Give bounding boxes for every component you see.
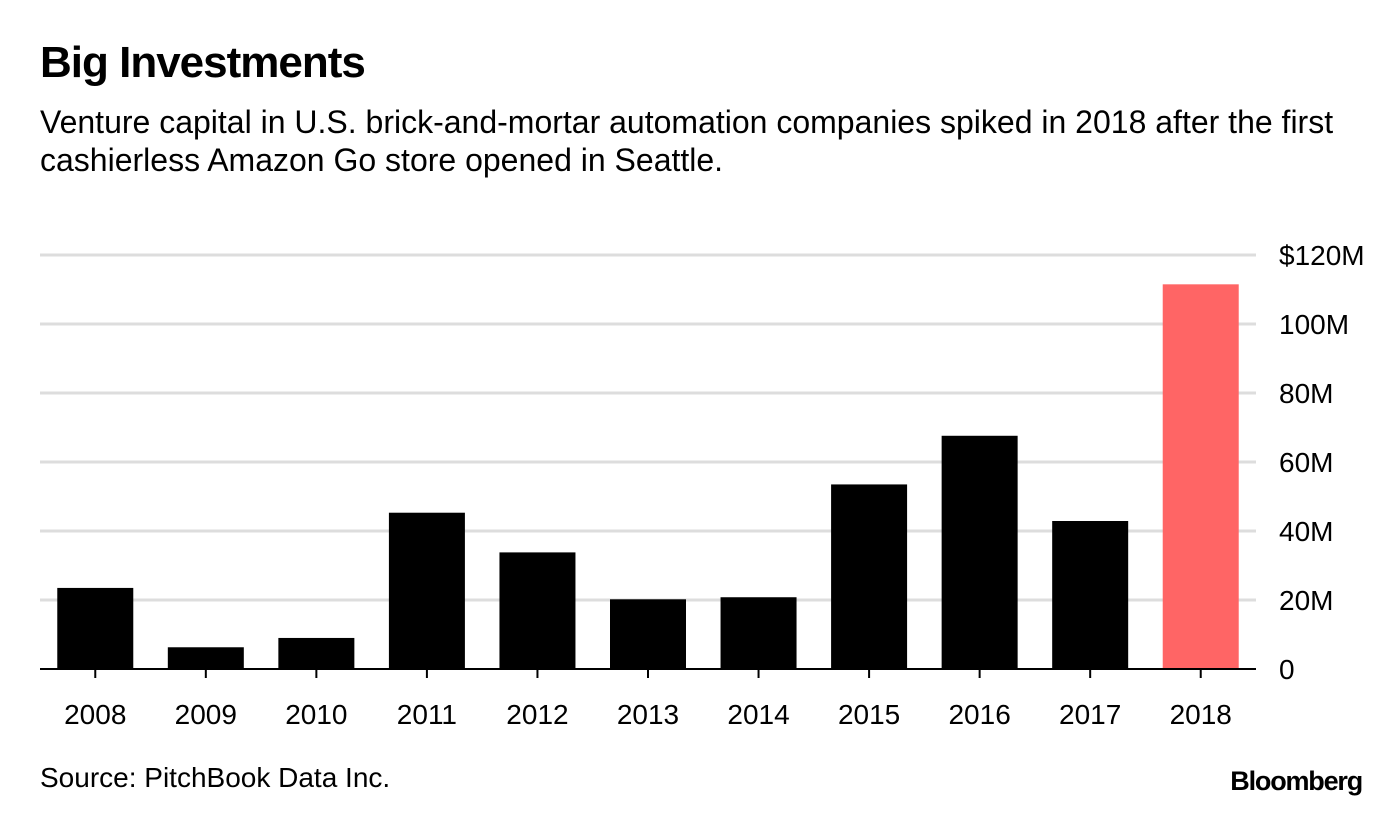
x-tick-label: 2018	[1170, 699, 1232, 730]
x-tick-label: 2013	[617, 699, 679, 730]
x-tick-label: 2010	[285, 699, 347, 730]
bloomberg-logo: Bloomberg	[1230, 766, 1363, 796]
y-tick-label: 40M	[1279, 516, 1333, 547]
bar-2011	[388, 512, 465, 669]
bar-2015	[831, 484, 908, 669]
x-tick-label: 2012	[506, 699, 568, 730]
x-tick-label: 2008	[64, 699, 126, 730]
x-tick-label: 2017	[1059, 699, 1121, 730]
axes: 0 20M 40M 60M 80M 100M $120M 2008 2009 2010 2011 20…	[40, 240, 1365, 730]
y-tick-label: 0	[1279, 654, 1295, 685]
bar-2017	[1052, 520, 1129, 669]
x-tick-label: 2015	[838, 699, 900, 730]
bar-2016	[941, 435, 1018, 669]
x-tick-label: 2011	[397, 699, 457, 730]
x-tick-label: 2016	[948, 699, 1010, 730]
bar-2009	[167, 647, 244, 669]
bar-2010	[278, 637, 355, 669]
bar-2008	[57, 587, 134, 669]
y-tick-label: 80M	[1279, 378, 1333, 409]
y-tick-label: 100M	[1279, 309, 1349, 340]
x-tick-label: 2009	[175, 699, 237, 730]
y-tick-label: 20M	[1279, 585, 1333, 616]
y-tick-label: 60M	[1279, 447, 1333, 478]
bars	[57, 284, 1239, 669]
source-note: Source: PitchBook Data Inc.	[40, 762, 391, 793]
bar-2012	[499, 552, 576, 669]
bar-2018	[1162, 284, 1239, 669]
bar-2013	[610, 599, 686, 669]
chart-title: Big Investments	[40, 38, 366, 87]
x-tick-label: 2014	[727, 699, 789, 730]
y-tick-label: $120M	[1279, 240, 1365, 271]
bar-2014	[720, 597, 797, 669]
chart-subtitle: Venture capital in U.S. brick-and-mortar…	[40, 104, 1334, 178]
